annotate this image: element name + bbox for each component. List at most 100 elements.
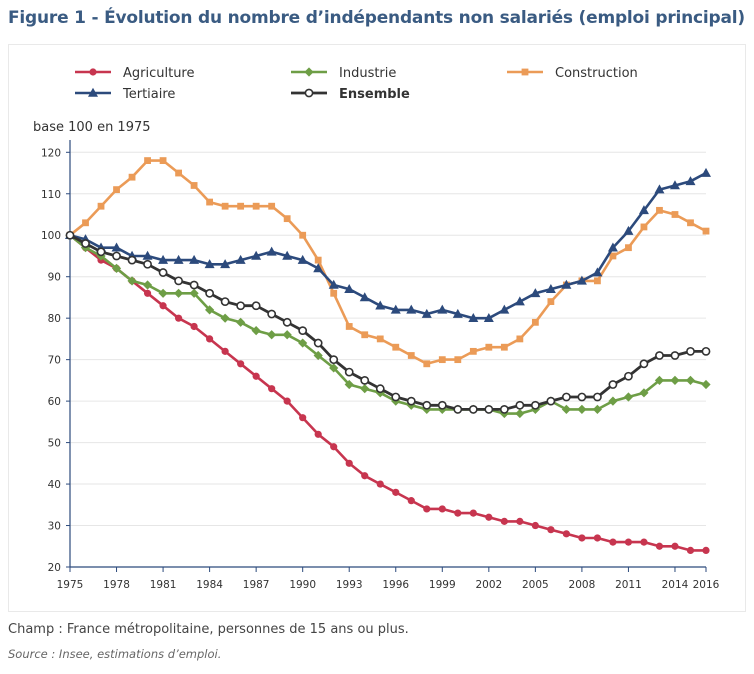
- data-point-tertiaire: [669, 180, 680, 190]
- x-tick-label: 2016: [693, 579, 720, 591]
- legend-item-tertiaire: Tertiaire: [75, 87, 175, 102]
- data-point-industrie: [329, 363, 339, 373]
- data-point-industrie: [577, 404, 587, 415]
- data-point-tertiaire: [328, 279, 339, 289]
- legend-item-agriculture: Agriculture: [75, 66, 195, 81]
- data-point-industrie: [313, 350, 323, 361]
- data-point-construction: [252, 202, 260, 210]
- data-point-agriculture: [361, 472, 369, 480]
- data-point-ensemble: [515, 400, 525, 410]
- y-axis-unit-label: base 100 en 1975: [33, 120, 151, 135]
- data-point-tertiaire: [173, 254, 184, 264]
- x-tick-label: 2011: [615, 579, 642, 591]
- data-point-ensemble: [655, 351, 664, 360]
- data-point-tertiaire: [545, 283, 556, 293]
- y-tick-label: 90: [48, 272, 61, 284]
- data-point-ensemble: [96, 247, 106, 257]
- data-point-tertiaire: [623, 225, 634, 235]
- legend-label: Agriculture: [123, 66, 195, 81]
- data-point-agriculture: [174, 314, 183, 322]
- data-point-ensemble: [220, 297, 230, 306]
- data-point-agriculture: [376, 480, 384, 488]
- data-point-agriculture: [283, 397, 291, 405]
- data-point-industrie: [685, 375, 696, 385]
- legend-label: Industrie: [339, 66, 396, 81]
- data-point-tertiaire: [406, 304, 417, 314]
- series-tertiaire: [65, 167, 711, 322]
- data-point-construction: [128, 173, 136, 181]
- data-point-construction: [206, 198, 214, 206]
- gridlines: [70, 151, 706, 568]
- data-point-agriculture: [686, 546, 695, 555]
- data-point-industrie: [701, 379, 711, 390]
- data-point-ensemble: [81, 239, 90, 248]
- data-point-construction: [361, 331, 369, 339]
- data-point-tertiaire: [251, 250, 262, 260]
- data-point-industrie: [592, 404, 603, 415]
- data-point-industrie: [298, 338, 308, 348]
- data-point-agriculture: [516, 517, 524, 525]
- legend-label: Tertiaire: [122, 87, 175, 102]
- x-tick-label: 1984: [196, 579, 223, 591]
- data-point-ensemble: [437, 400, 447, 410]
- data-point-construction: [531, 318, 539, 326]
- data-point-agriculture: [562, 530, 570, 538]
- data-point-industrie: [639, 388, 649, 398]
- data-point-ensemble: [561, 392, 571, 402]
- legend-swatch-marker: [88, 87, 98, 97]
- data-point-tertiaire: [701, 167, 711, 177]
- data-point-ensemble: [499, 405, 509, 414]
- x-tick-label: 1996: [382, 579, 409, 591]
- data-point-industrie: [515, 408, 525, 419]
- data-point-agriculture: [640, 538, 648, 546]
- data-point-ensemble: [143, 259, 152, 269]
- data-point-agriculture: [423, 505, 431, 513]
- legend-swatch-marker: [304, 67, 314, 77]
- data-point-construction: [299, 231, 307, 239]
- legend-label: Ensemble: [339, 87, 410, 102]
- data-point-agriculture: [702, 546, 710, 555]
- data-point-tertiaire: [235, 254, 246, 264]
- y-tick-label: 70: [48, 355, 61, 367]
- data-point-ensemble: [313, 338, 323, 348]
- data-point-agriculture: [159, 302, 167, 310]
- source-note: Source : Insee, estimations d’emploi.: [8, 647, 222, 661]
- data-point-construction: [392, 343, 400, 351]
- data-point-industrie: [220, 313, 230, 323]
- data-point-ensemble: [701, 346, 711, 356]
- data-point-agriculture: [500, 517, 508, 525]
- data-point-tertiaire: [514, 296, 525, 306]
- data-point-tertiaire: [421, 308, 432, 318]
- x-tick-label: 1987: [243, 579, 270, 591]
- figure-title: Figure 1 - Évolution du nombre d’indépen…: [8, 8, 745, 28]
- data-point-industrie: [561, 404, 571, 415]
- data-point-construction: [516, 335, 524, 343]
- data-point-tertiaire: [297, 254, 308, 264]
- data-point-construction: [345, 323, 353, 330]
- data-point-agriculture: [268, 385, 276, 393]
- data-point-ensemble: [174, 276, 183, 286]
- x-tick-label: 1999: [429, 579, 456, 591]
- data-point-construction: [330, 289, 338, 297]
- chart-axes: 20 30 40 50 60 70 80 90 100 110 120 1975 1978 1981 198…: [41, 140, 720, 591]
- y-tick-label: 40: [48, 479, 61, 491]
- data-point-construction: [175, 169, 182, 177]
- data-point-tertiaire: [220, 259, 231, 269]
- line-chart: Agriculture Industrie Construction Tertiair…: [33, 66, 720, 591]
- data-point-construction: [469, 347, 477, 355]
- y-tick-label: 60: [48, 396, 61, 408]
- data-point-agriculture: [531, 521, 539, 530]
- data-point-industrie: [158, 288, 168, 298]
- data-point-agriculture: [221, 347, 229, 355]
- x-tick-label: 1978: [103, 579, 130, 591]
- data-point-ensemble: [251, 301, 261, 311]
- data-point-tertiaire: [499, 304, 510, 314]
- data-point-construction: [423, 360, 431, 368]
- y-tick-label: 120: [41, 147, 61, 159]
- data-point-industrie: [267, 330, 277, 340]
- data-point-agriculture: [407, 497, 415, 505]
- data-point-tertiaire: [530, 288, 541, 298]
- data-point-agriculture: [593, 534, 602, 542]
- data-point-construction: [500, 343, 508, 351]
- data-point-agriculture: [655, 542, 664, 550]
